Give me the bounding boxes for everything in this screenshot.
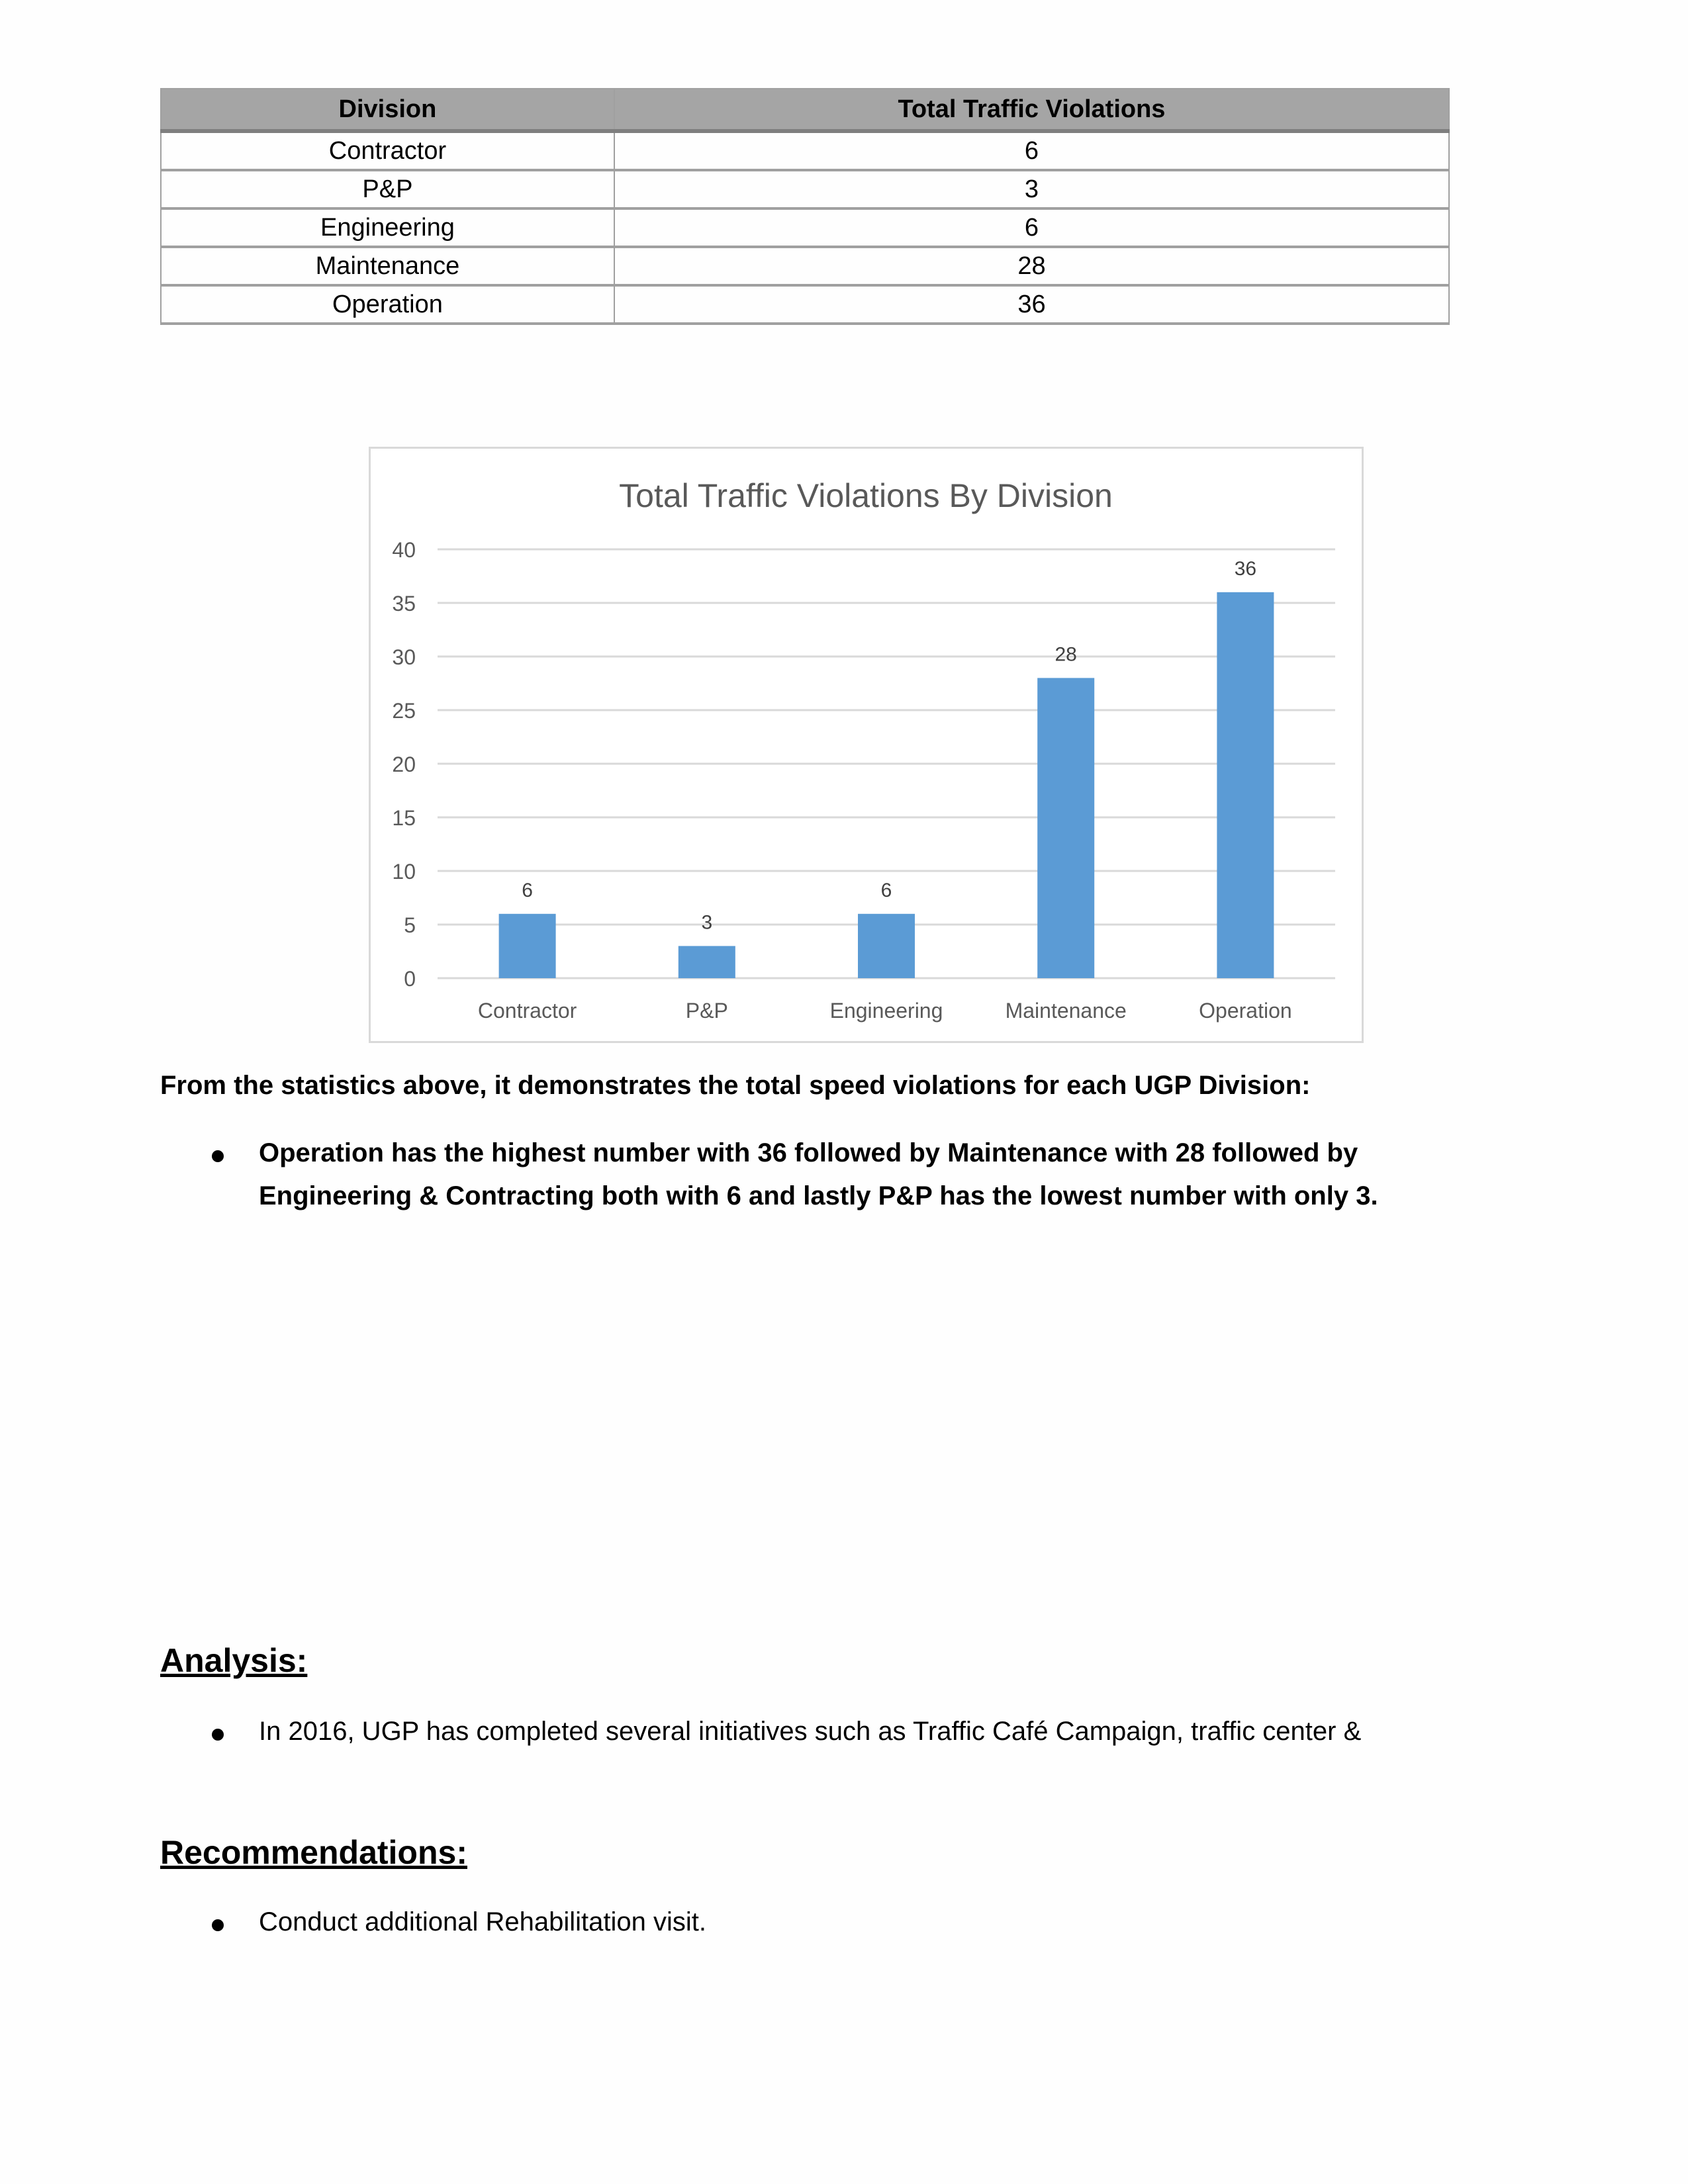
y-tick-label: 10 (392, 860, 416, 884)
header-division: Division (160, 88, 615, 133)
analysis-bullet: In 2016, UGP has completed several initi… (259, 1717, 1362, 1746)
data-label: 6 (881, 880, 892, 901)
analysis-heading: Analysis: (160, 1642, 308, 1679)
summary-intro: From the statistics above, it demonstrat… (160, 1071, 1311, 1100)
y-tick-label: 5 (404, 913, 416, 937)
y-tick-label: 40 (392, 538, 416, 562)
bullet-icon (212, 1150, 224, 1162)
y-tick-label: 0 (404, 967, 416, 991)
data-label: 6 (522, 880, 533, 901)
count-cell: 3 (613, 169, 1450, 210)
summary-bullet-line2: Engineering & Contracting both with 6 an… (259, 1181, 1378, 1210)
recommendations-heading: Recommendations: (160, 1834, 467, 1871)
table-row: Maintenance 28 (160, 246, 1450, 287)
recommendations-bullet: Conduct additional Rehabilitation visit. (259, 1907, 706, 1936)
x-tick-label: Engineering (830, 999, 943, 1023)
bullet-icon (212, 1729, 224, 1741)
bullet-icon (212, 1919, 224, 1931)
summary-bullet-line1: Operation has the highest number with 36… (259, 1138, 1358, 1167)
bar-chart: Total Traffic Violations By Division 0 5 1… (392, 477, 1335, 1023)
header-total-violations: Total Traffic Violations (613, 88, 1450, 133)
y-tick-label: 30 (392, 645, 416, 669)
division-cell: Engineering (160, 208, 615, 248)
y-tick-label: 15 (392, 806, 416, 830)
table-row: Engineering 6 (160, 208, 1450, 248)
table-row: Operation 36 (160, 285, 1450, 325)
division-cell: Contractor (160, 130, 615, 171)
count-cell: 6 (613, 130, 1450, 171)
y-tick-label: 20 (392, 752, 416, 776)
count-cell: 28 (613, 246, 1450, 287)
x-tick-label: Contractor (478, 999, 577, 1023)
data-label: 28 (1055, 643, 1077, 665)
y-tick-label: 35 (392, 592, 416, 615)
count-cell: 6 (613, 208, 1450, 248)
bar-contractor (498, 913, 556, 978)
division-cell: Maintenance (160, 246, 615, 287)
data-label: 3 (701, 911, 712, 933)
bar-maintenance (1037, 678, 1095, 978)
y-tick-label: 25 (392, 699, 416, 723)
division-cell: Operation (160, 285, 615, 325)
violations-table: Division Total Traffic Violations Contra… (160, 88, 1450, 325)
count-cell: 36 (613, 285, 1450, 325)
x-tick-label: Maintenance (1006, 999, 1127, 1023)
chart-container: Total Traffic Violations By Division 0 5 1… (369, 447, 1364, 1043)
table-row: P&P 3 (160, 169, 1450, 210)
table-header-row: Division Total Traffic Violations (160, 88, 1450, 133)
x-tick-label: P&P (686, 999, 728, 1023)
chart-title: Total Traffic Violations By Division (619, 477, 1113, 514)
bar-engineering (858, 913, 915, 978)
x-tick-label: Operation (1199, 999, 1292, 1023)
table-row: Contractor 6 (160, 130, 1450, 171)
division-cell: P&P (160, 169, 615, 210)
bar-pp (678, 946, 735, 978)
bar-operation (1217, 592, 1274, 978)
data-label: 36 (1235, 558, 1256, 580)
